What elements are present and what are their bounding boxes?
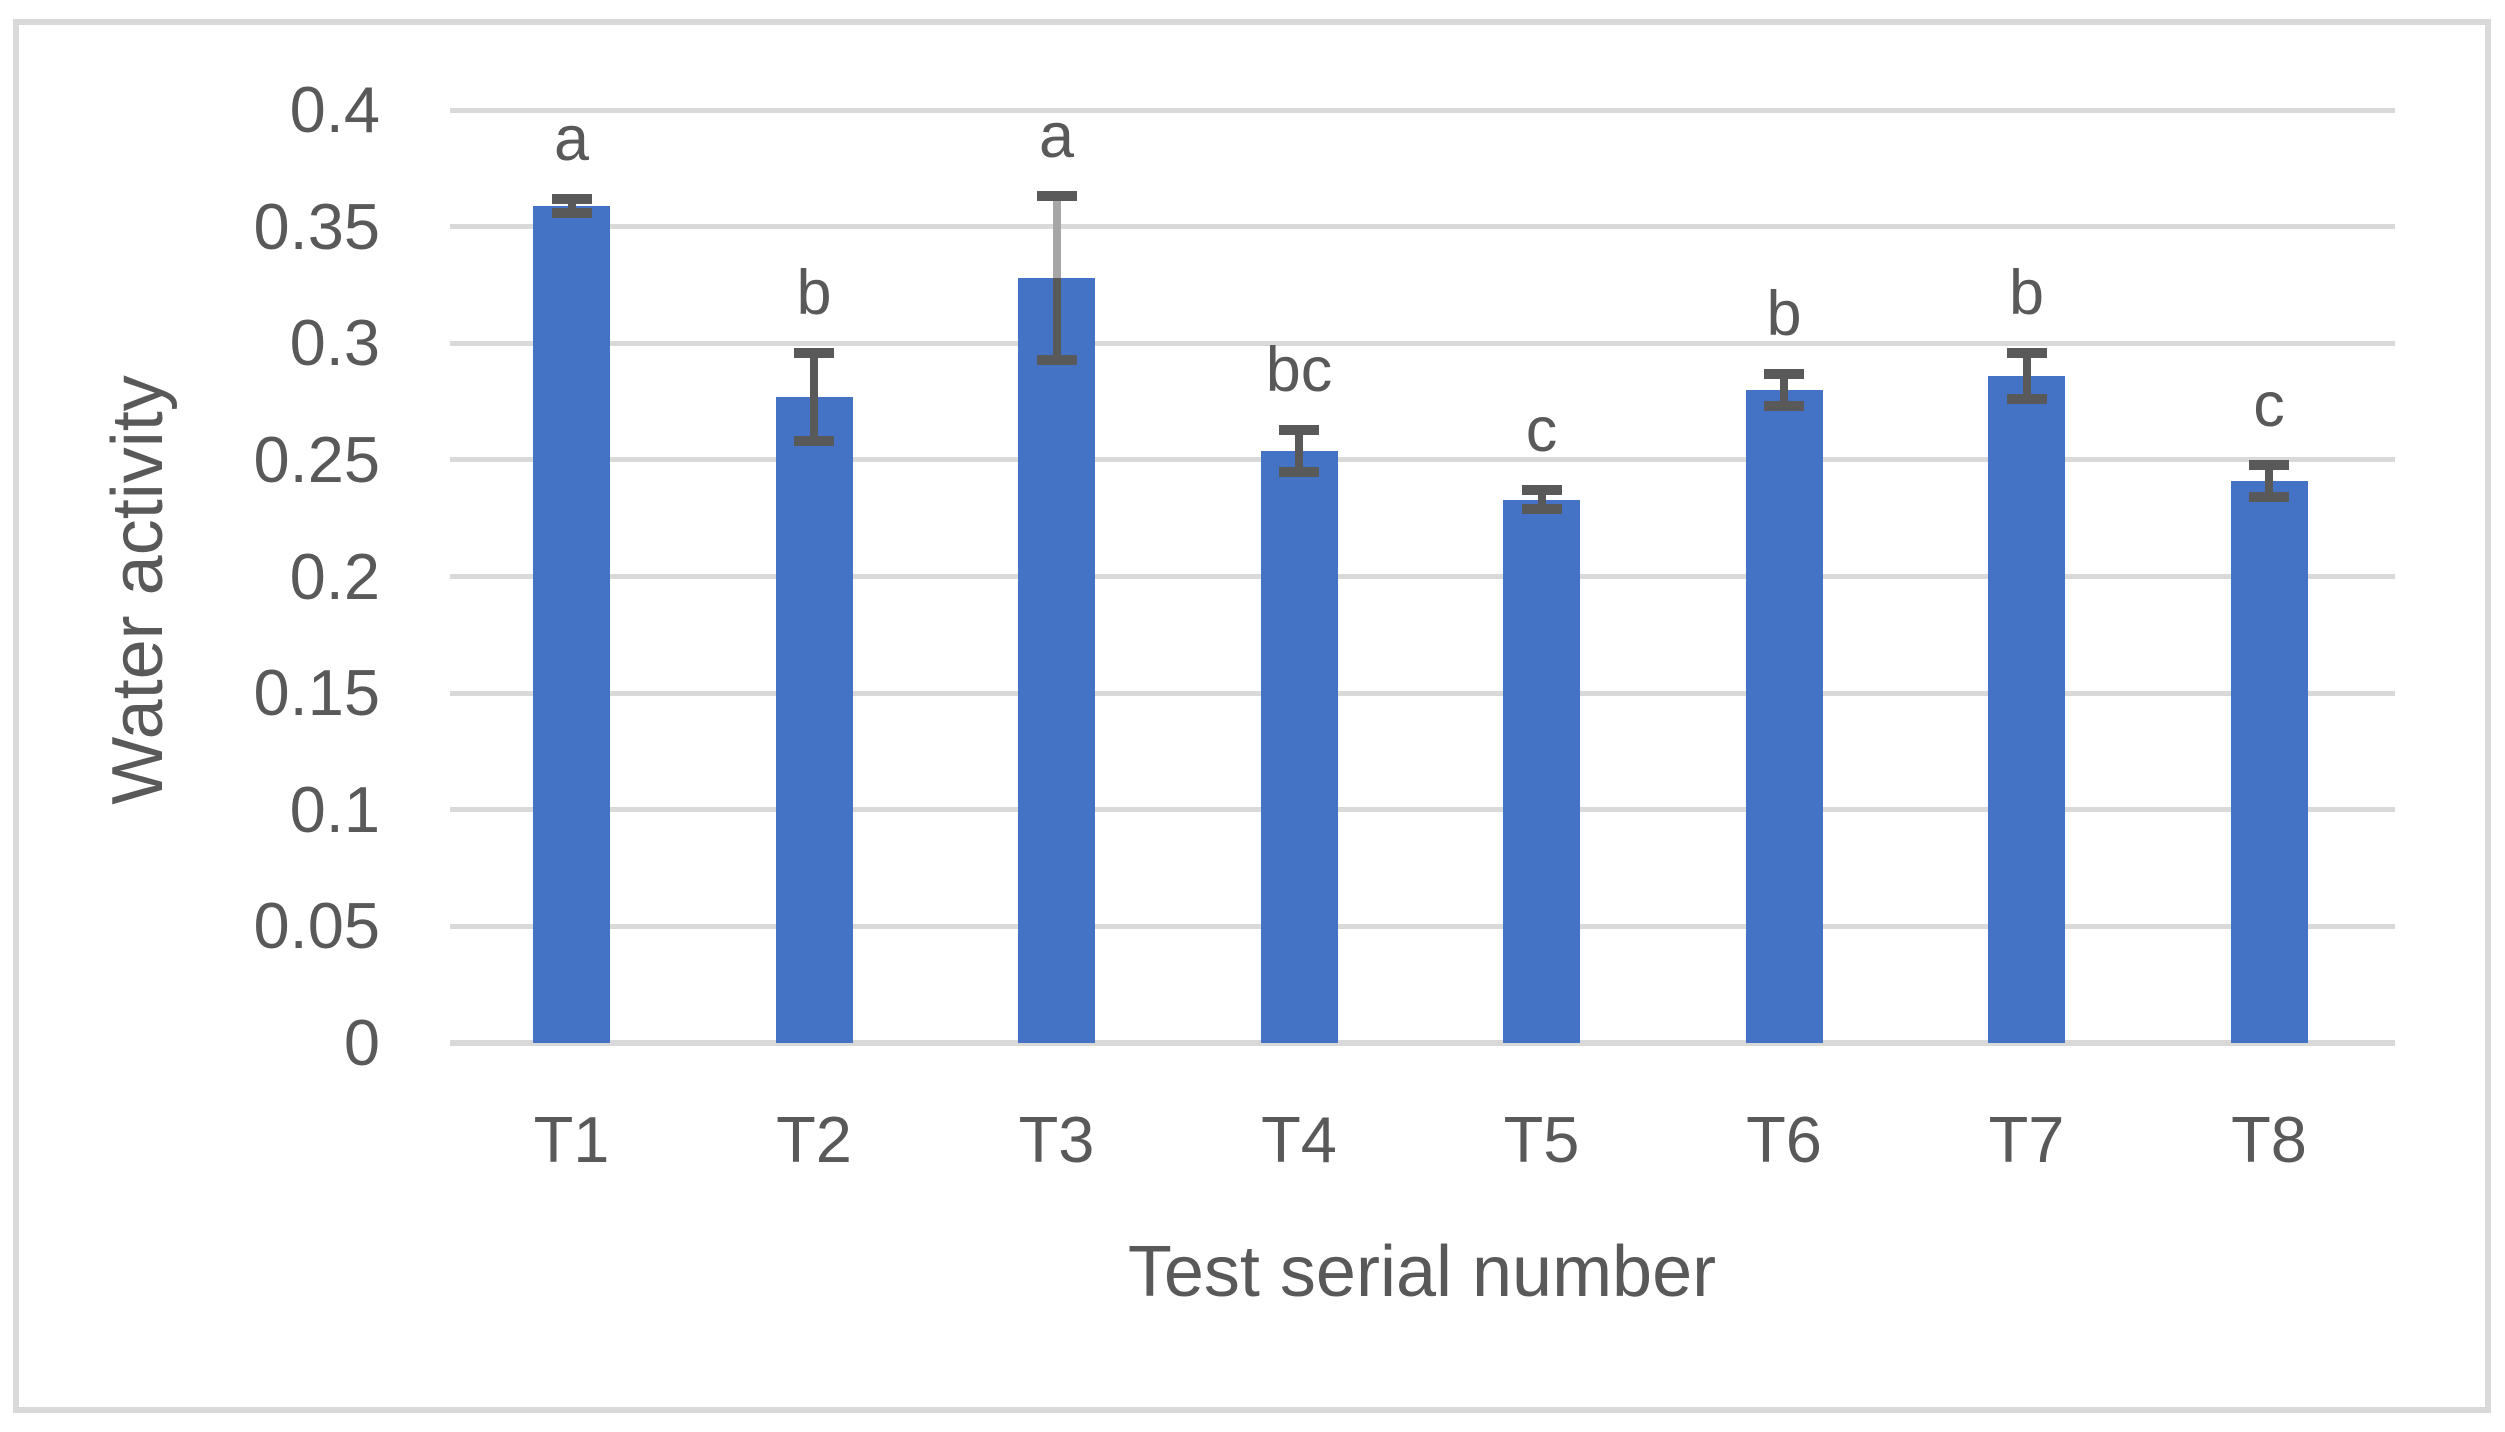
y-axis-title: Water activity [98, 375, 178, 805]
bar [2230, 480, 2308, 1043]
y-tick-label: 0 [343, 1006, 380, 1079]
gridline [450, 340, 2395, 346]
significance-letter: b [1766, 278, 1802, 349]
figure-border [13, 19, 2491, 1413]
error-bar-top-cap [1764, 368, 1804, 379]
x-tick-label: T6 [1746, 1103, 1822, 1176]
bar [1260, 450, 1338, 1043]
error-bar-stem [1780, 373, 1788, 407]
error-bar-top-cap [1521, 485, 1562, 496]
error-bar-upper-stem [1052, 196, 1061, 278]
significance-letter: c [2253, 369, 2285, 440]
gridline [450, 923, 2395, 929]
bar [775, 396, 853, 1043]
error-bar-bottom-cap [2006, 394, 2047, 405]
x-tick-label: T3 [1018, 1103, 1095, 1176]
error-bar-stem [810, 352, 818, 442]
significance-letter: b [796, 257, 832, 328]
significance-letter: b [2008, 257, 2045, 328]
error-bar-stem [2265, 464, 2273, 498]
gridline [450, 457, 2395, 463]
error-bar-bottom-cap [2249, 492, 2289, 503]
y-tick-label: 0.3 [289, 306, 380, 380]
error-bar-stem [1537, 490, 1546, 509]
x-tick-label: T2 [776, 1103, 852, 1176]
error-bar-bottom-cap [1764, 401, 1804, 412]
gridline [450, 574, 2395, 579]
x-axis-line [450, 1040, 2395, 1046]
significance-letter: bc [1265, 334, 1333, 405]
bar [1018, 277, 1095, 1043]
error-bar-top-cap [2249, 459, 2289, 470]
significance-letter: c [1525, 395, 1558, 466]
error-bar-top-cap [1036, 191, 1077, 202]
y-tick-label: 0.25 [253, 422, 380, 496]
x-tick-label: T8 [2231, 1103, 2307, 1176]
bar [533, 205, 610, 1043]
y-tick-label: 0.05 [253, 889, 380, 963]
x-tick-label: T7 [1988, 1103, 2065, 1176]
gridline [450, 224, 2395, 230]
y-tick-label: 0.4 [289, 73, 380, 146]
y-tick-label: 0.1 [289, 772, 380, 846]
gridline [450, 107, 2395, 113]
bar [1988, 375, 2065, 1043]
x-tick-label: T4 [1261, 1103, 1337, 1176]
error-bar-top-cap [551, 193, 592, 204]
error-bar-bottom-cap [1036, 354, 1077, 365]
y-tick-label: 0.35 [253, 189, 380, 263]
error-bar-lower-stem [1052, 277, 1061, 360]
bar [1745, 389, 1823, 1043]
error-bar-top-cap [794, 347, 834, 358]
error-bar-stem [567, 198, 576, 213]
error-bar-top-cap [2006, 347, 2047, 358]
x-tick-label: T5 [1503, 1103, 1580, 1176]
significance-letter: a [553, 103, 590, 174]
error-bar-bottom-cap [1521, 503, 1562, 514]
error-bar-bottom-cap [1279, 466, 1319, 477]
x-axis-title: Test serial number [1127, 1232, 1717, 1312]
gridline [450, 690, 2395, 696]
error-bar-stem [2022, 352, 2031, 400]
error-bar-bottom-cap [551, 207, 592, 218]
gridline [450, 807, 2395, 813]
y-tick-label: 0.15 [253, 656, 380, 730]
error-bar-bottom-cap [794, 436, 834, 447]
error-bar-stem [1295, 429, 1303, 472]
significance-letter: a [1038, 101, 1075, 172]
error-bar-top-cap [1279, 424, 1319, 435]
y-tick-label: 0.2 [289, 539, 380, 613]
bar [1503, 499, 1580, 1043]
x-tick-label: T1 [533, 1103, 610, 1176]
